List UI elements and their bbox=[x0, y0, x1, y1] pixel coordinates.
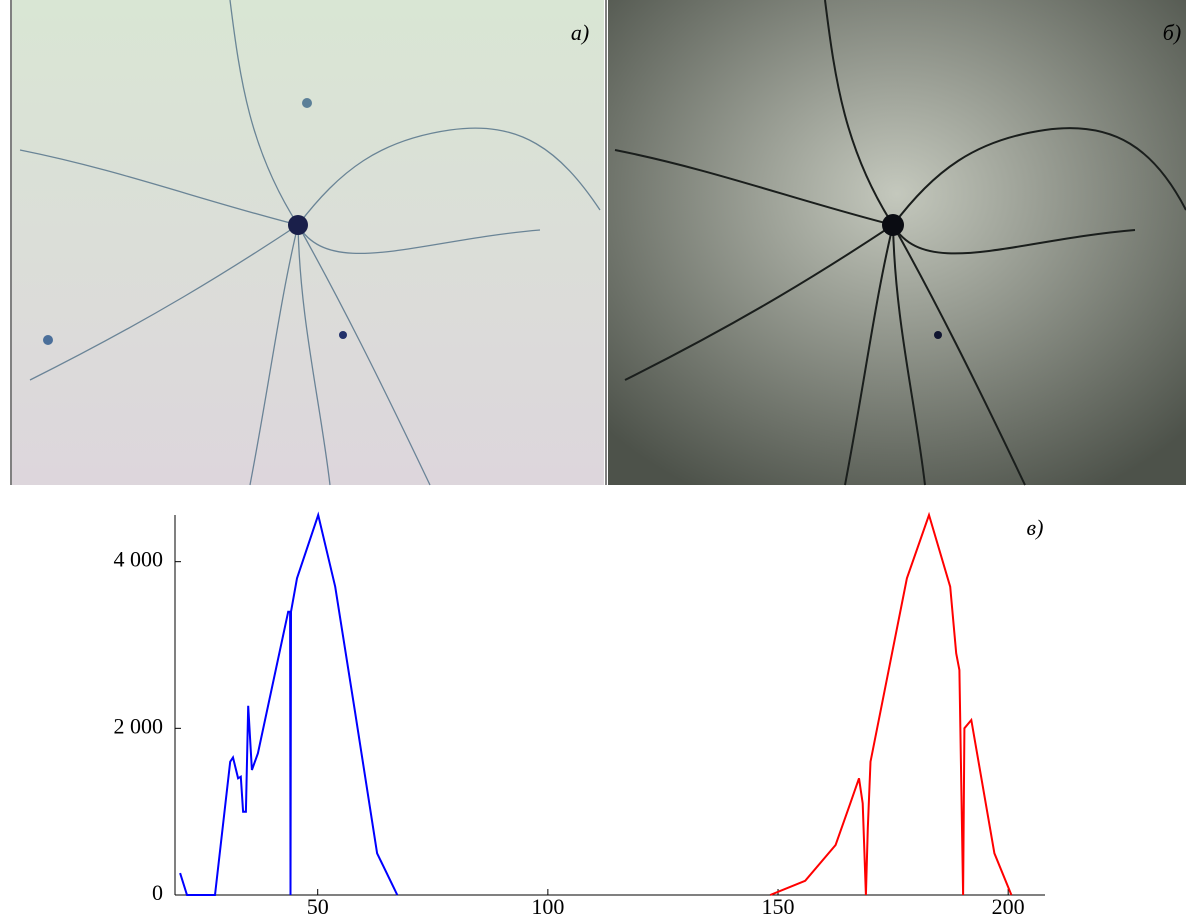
panel-label: в) bbox=[1027, 515, 1044, 540]
micrograph-b bbox=[605, 0, 1186, 486]
y-tick-label: 2 000 bbox=[114, 713, 164, 738]
panel-label: б) bbox=[1163, 20, 1181, 45]
panel-label: а) bbox=[571, 20, 589, 45]
x-tick-label: 150 bbox=[762, 894, 795, 918]
series-line bbox=[769, 511, 1013, 896]
y-tick-label: 0 bbox=[152, 880, 163, 905]
y-tick-label: 4 000 bbox=[114, 547, 164, 572]
x-tick-label: 100 bbox=[531, 894, 564, 918]
micrograph-a bbox=[10, 0, 604, 486]
x-tick-label: 200 bbox=[992, 894, 1025, 918]
x-tick-label: 50 bbox=[307, 894, 329, 918]
series-line bbox=[179, 511, 399, 896]
